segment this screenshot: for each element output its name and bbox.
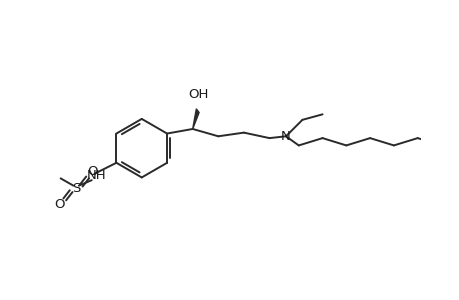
Text: O: O bbox=[54, 198, 65, 212]
Text: NH: NH bbox=[86, 169, 106, 182]
Text: O: O bbox=[87, 165, 98, 178]
Text: N: N bbox=[280, 130, 290, 143]
Polygon shape bbox=[192, 109, 199, 129]
Text: OH: OH bbox=[188, 88, 208, 100]
Text: S: S bbox=[72, 182, 80, 195]
